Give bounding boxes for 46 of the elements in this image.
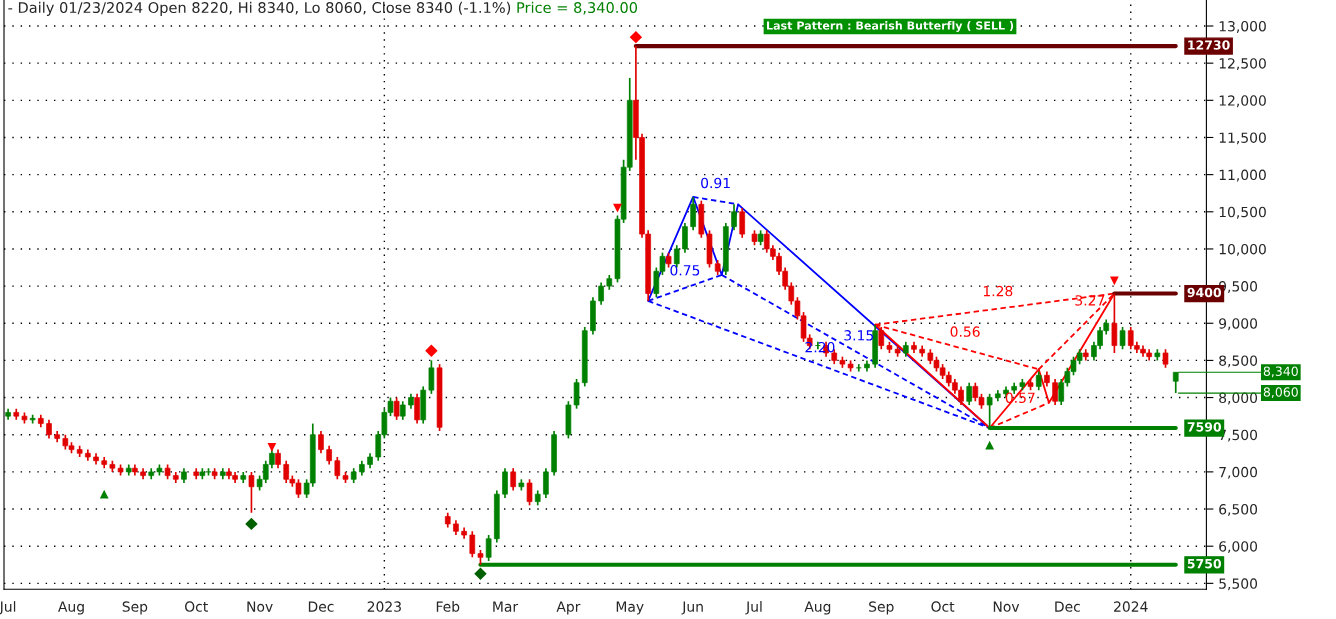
x-tick-label: Feb <box>436 601 460 612</box>
y-tick-label: 9,000 <box>1219 318 1258 331</box>
x-tick-label: May <box>616 601 644 615</box>
x-tick-label: Dec <box>1055 601 1080 612</box>
annotation: 8,340 <box>1263 366 1298 378</box>
y-tick-label: 10,000 <box>1219 243 1266 256</box>
annotation: 0.56 <box>950 326 980 337</box>
x-tick-label: Dec <box>308 601 334 612</box>
y-tick-label: 11,500 <box>1219 132 1266 145</box>
y-tick-label: 12,500 <box>1219 58 1266 71</box>
annotation: 0.75 <box>670 265 700 276</box>
x-tick-label: 2024 <box>1114 601 1148 612</box>
series-label: 7590 <box>1187 422 1222 432</box>
y-tick-label: 11,000 <box>1219 169 1266 182</box>
chart-subtitle: Price = 8,340.00 <box>517 1 638 15</box>
x-tick-label: Jun <box>681 601 703 615</box>
x-tick-label: Sep <box>869 601 894 615</box>
series-label: 12730 <box>1188 40 1230 50</box>
y-tick-label: 5,500 <box>1219 578 1258 591</box>
y-tick-label: 8,000 <box>1219 392 1258 405</box>
y-tick-label: 7,000 <box>1219 466 1258 479</box>
x-tick-label: Oct <box>931 601 955 612</box>
y-tick-label: 6,000 <box>1219 541 1258 554</box>
x-tick-label: Sep <box>122 601 148 615</box>
y-tick-label: 10,500 <box>1219 206 1266 219</box>
y-tick-label: 13,000 <box>1219 20 1266 33</box>
x-tick-label: Oct <box>185 601 208 612</box>
x-tick-label: Apr <box>556 601 581 615</box>
annotation: 1.28 <box>983 285 1013 297</box>
annotation: Last Pattern : Bearish Butterfly ( SELL ) <box>767 21 1014 32</box>
x-tick-label: 2023 <box>367 601 401 612</box>
x-tick-label: Mar <box>493 601 519 612</box>
annotation: 0.91 <box>701 177 730 189</box>
y-tick-label: 8,500 <box>1219 355 1258 368</box>
chart-title: - Daily 01/23/2024 Open 8220, Hi 8340, Lo 8060, Close 8340 (-1.1%) <box>8 1 511 16</box>
x-tick-label: Nov <box>247 601 273 612</box>
x-tick-label: Aug <box>804 601 831 615</box>
annotation: 8,060 <box>1263 387 1298 399</box>
y-tick-label: 12,000 <box>1219 95 1266 108</box>
x-tick-label: Jul <box>745 601 762 615</box>
y-tick-label: 6,500 <box>1219 504 1258 516</box>
x-tick-label: Aug <box>58 601 84 615</box>
x-tick-label: Nov <box>993 601 1020 612</box>
series-label: 9400 <box>1187 287 1222 298</box>
x-tick-label: Jul <box>0 601 16 615</box>
series-label: 5750 <box>1187 558 1222 569</box>
